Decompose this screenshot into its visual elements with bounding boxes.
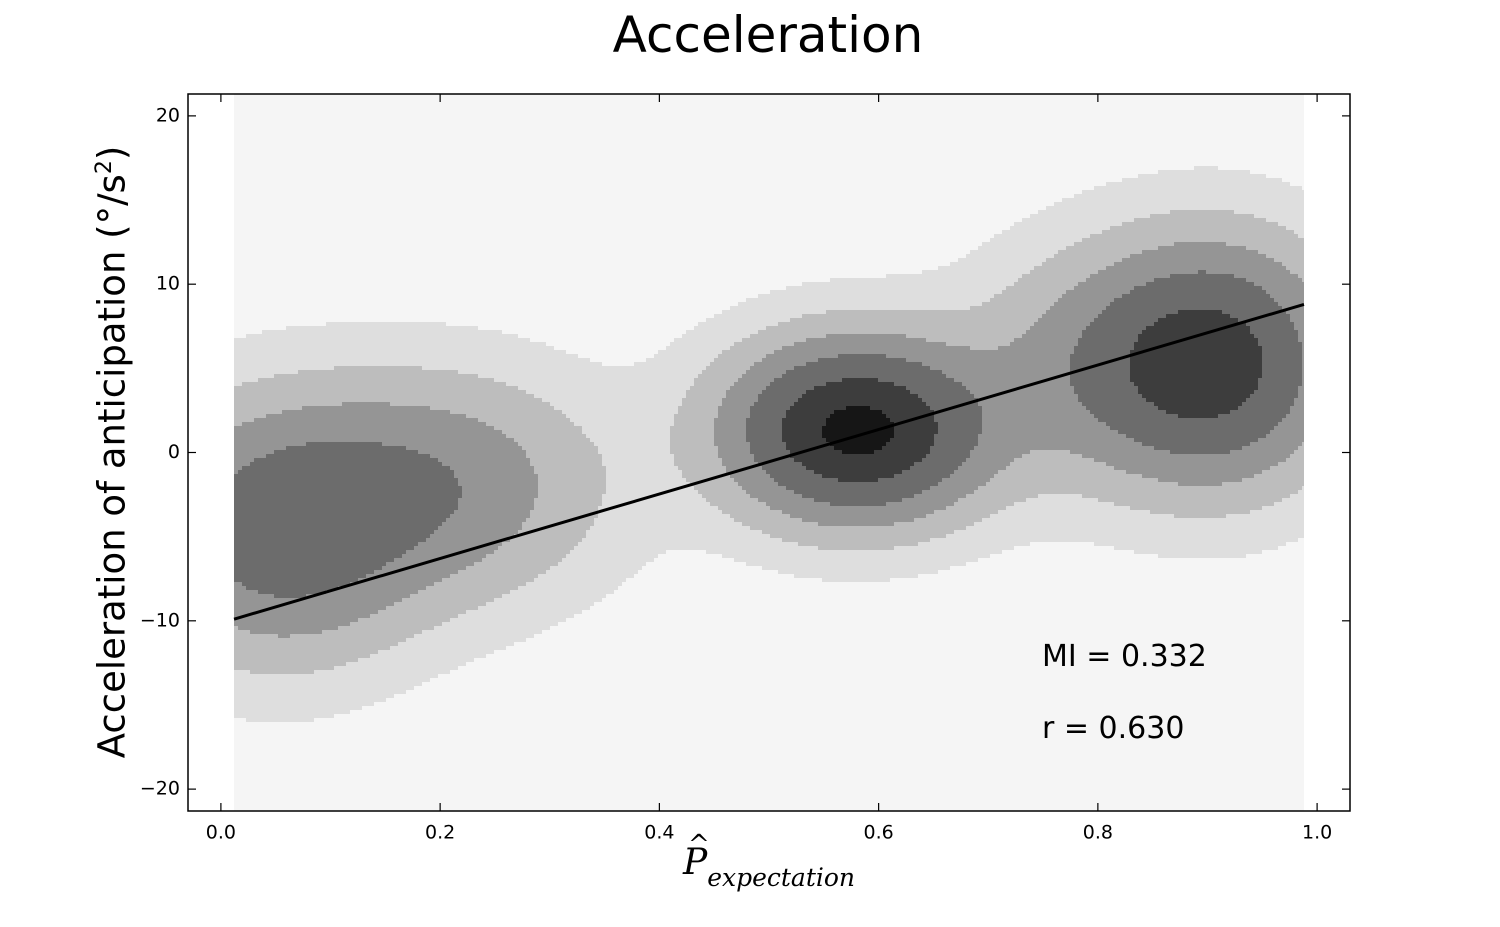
y-axis-label: Acceleration of anticipation (°/s2): [91, 146, 134, 759]
y-axis-ticks: 20 10 0 −10 −20: [140, 104, 1350, 800]
chart-title: Acceleration: [612, 6, 924, 64]
regression-line: [233, 302, 1305, 621]
x-axis-label: ^ Pexpectation: [682, 830, 855, 892]
density-level-4: [234, 270, 1302, 598]
y-tick-label: −10: [140, 609, 180, 631]
x-axis-ticks: 0.0 0.2 0.4 0.6 0.8 1.0: [206, 94, 1332, 844]
x-tick-label: 1.0: [1302, 822, 1332, 844]
y-axis-label-text: Acceleration of anticipation (°/s: [90, 174, 134, 759]
x-tick-label: 0.0: [206, 822, 236, 844]
density-contours: [234, 94, 1304, 811]
mi-annotation: MI = 0.332: [1042, 639, 1207, 674]
x-tick-label: 0.6: [864, 822, 894, 844]
y-tick-label: 20: [156, 104, 180, 126]
y-tick-label: 10: [156, 273, 180, 295]
density-level-1: [234, 166, 1304, 722]
x-tick-label: 0.8: [1083, 822, 1113, 844]
y-tick-label: −20: [140, 778, 180, 800]
x-tick-label: 0.2: [425, 822, 455, 844]
x-axis-label-main: P: [682, 842, 708, 883]
y-axis-label-exponent: 2: [92, 160, 118, 175]
r-annotation: r = 0.630: [1042, 711, 1185, 746]
x-tick-label: 0.4: [644, 822, 674, 844]
y-tick-label: 0: [168, 441, 180, 463]
density-level-2: [234, 210, 1304, 674]
x-axis-label-subscript: expectation: [707, 863, 856, 892]
y-axis-label-close: ): [90, 145, 134, 161]
x-axis-label-hat: ^: [687, 830, 710, 860]
